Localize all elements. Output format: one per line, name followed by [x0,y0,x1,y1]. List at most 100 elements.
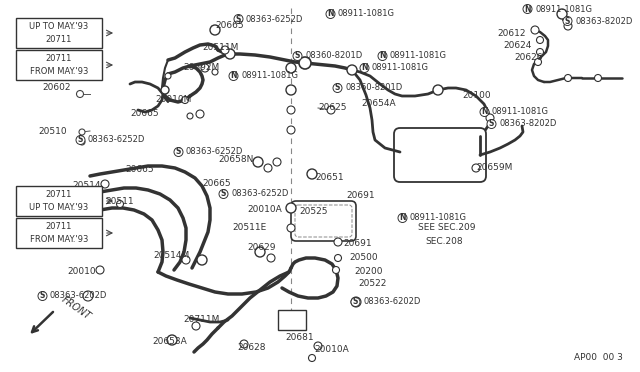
Text: 20681: 20681 [285,334,314,343]
Text: 20629: 20629 [247,244,275,253]
Text: 08911-1081G: 08911-1081G [241,71,298,80]
Text: UP TO MAY.'93: UP TO MAY.'93 [29,202,88,212]
Circle shape [76,135,85,144]
FancyBboxPatch shape [16,50,102,80]
Circle shape [287,224,295,232]
Text: 20612: 20612 [497,29,525,38]
Circle shape [433,85,443,95]
Text: FROM MAY.'93: FROM MAY.'93 [30,67,88,76]
Text: S: S [221,189,226,199]
Circle shape [221,46,229,54]
Circle shape [255,247,265,257]
Text: UP TO MAY.'93: UP TO MAY.'93 [29,22,88,31]
Circle shape [197,255,207,265]
Text: 20628: 20628 [237,343,266,353]
FancyBboxPatch shape [291,201,356,241]
Text: S: S [489,119,494,128]
Circle shape [595,74,602,81]
Circle shape [253,157,263,167]
Circle shape [225,49,235,59]
Text: 20624: 20624 [503,42,531,51]
Circle shape [287,106,295,114]
Circle shape [307,169,317,179]
Text: 20665: 20665 [202,180,230,189]
Circle shape [196,110,204,118]
Text: S: S [176,148,181,157]
Circle shape [83,291,93,301]
Text: 20010: 20010 [67,267,95,276]
Circle shape [219,189,228,199]
Circle shape [487,119,496,128]
Text: 08911-1081G: 08911-1081G [338,10,395,19]
Text: 08363-6202D: 08363-6202D [50,292,108,301]
Text: 20651: 20651 [315,173,344,183]
Text: 08911-1081G: 08911-1081G [390,51,447,61]
Text: N: N [230,71,237,80]
Circle shape [531,26,539,34]
Text: N: N [524,4,531,13]
Text: 20514: 20514 [72,182,100,190]
Circle shape [210,25,220,35]
Circle shape [165,73,171,79]
Text: 20626: 20626 [514,52,543,61]
Circle shape [182,256,190,264]
Circle shape [563,16,572,26]
Text: 20522: 20522 [358,279,387,289]
Circle shape [347,65,357,75]
Text: N: N [481,108,488,116]
Text: FRONT: FRONT [60,294,93,322]
Circle shape [182,96,189,103]
Text: 20511E: 20511E [232,224,266,232]
Circle shape [299,57,311,69]
Text: 20711: 20711 [46,190,72,199]
Text: 20514M: 20514M [153,251,189,260]
Circle shape [326,10,335,19]
Circle shape [333,83,342,93]
Text: 20711: 20711 [46,35,72,44]
Text: 20658N: 20658N [218,155,253,164]
Circle shape [267,254,275,262]
Text: 20659M: 20659M [476,164,513,173]
Text: 20654A: 20654A [361,99,396,109]
Circle shape [201,64,209,72]
Text: 20711M: 20711M [183,315,220,324]
Text: 20200: 20200 [354,266,383,276]
Circle shape [564,74,572,81]
Text: 20010A: 20010A [247,205,282,215]
Circle shape [314,342,322,350]
Text: S: S [236,15,241,23]
Circle shape [38,292,47,301]
Circle shape [536,36,543,44]
Text: 20510: 20510 [38,126,67,135]
FancyBboxPatch shape [278,310,306,330]
Text: 08911-1081G: 08911-1081G [535,4,592,13]
Circle shape [308,355,316,362]
Text: SEC.208: SEC.208 [425,237,463,246]
Text: 20691: 20691 [346,192,374,201]
Circle shape [287,126,295,134]
Circle shape [398,214,407,222]
Text: 20511M: 20511M [202,42,238,51]
Text: 20602: 20602 [42,83,70,93]
Text: 20511: 20511 [105,198,134,206]
Circle shape [293,51,302,61]
Text: N: N [327,10,333,19]
Circle shape [240,340,248,348]
Text: S: S [40,292,45,301]
Text: S: S [565,16,570,26]
Text: 08363-6252D: 08363-6252D [231,189,289,199]
Text: N: N [361,64,368,73]
FancyBboxPatch shape [16,186,102,216]
Text: S: S [78,135,83,144]
Text: 08360-8201D: 08360-8201D [305,51,362,61]
Circle shape [286,85,296,95]
Circle shape [523,4,532,13]
Circle shape [486,114,494,122]
Circle shape [167,335,177,345]
Text: N: N [380,51,386,61]
Circle shape [264,164,272,172]
Text: 08363-8202D: 08363-8202D [499,119,556,128]
Text: 20010M: 20010M [155,96,191,105]
Text: 20525: 20525 [299,208,328,217]
Circle shape [480,108,489,116]
